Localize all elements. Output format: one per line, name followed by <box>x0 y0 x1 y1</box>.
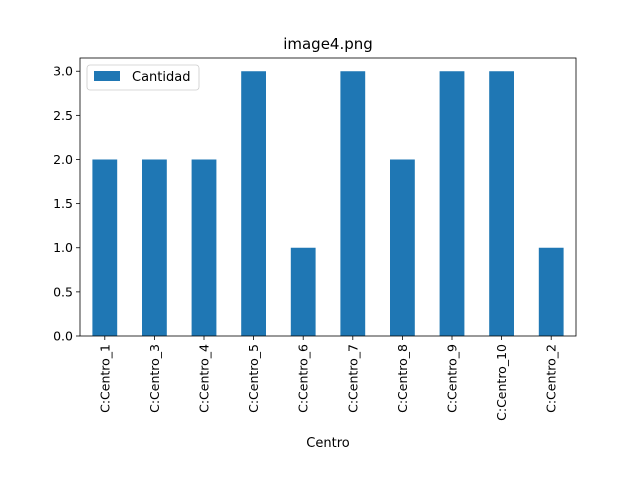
x-axis: C:Centro_1 C:Centro_3 C:Centro_4 C:Centro_5… <box>97 336 559 421</box>
bar-C:Centro_3 <box>142 159 167 336</box>
x-tick-label: C:Centro_5 <box>246 344 261 413</box>
x-tick-label: C:Centro_3 <box>147 344 162 413</box>
x-tick-label: C:Centro_4 <box>197 344 212 413</box>
x-tick-label: C:Centro_8 <box>395 344 410 413</box>
x-tick-label: C:Centro_9 <box>445 344 460 413</box>
bar-C:Centro_8 <box>390 159 415 336</box>
y-tick-label: 1.5 <box>53 196 73 211</box>
y-tick-label: 2.5 <box>53 108 73 123</box>
chart-title: image4.png <box>283 35 373 53</box>
plot-frame <box>79 57 577 337</box>
bar-C:Centro_7 <box>340 71 366 336</box>
x-tick-label: C:Centro_2 <box>544 344 559 413</box>
x-tick-label: C:Centro_10 <box>494 344 509 421</box>
y-tick-label: 3.0 <box>53 64 73 79</box>
x-axis-label: Centro <box>306 436 349 451</box>
bars-layer <box>92 71 564 336</box>
bar-C:Centro_5 <box>241 71 266 336</box>
y-tick-label: 2.0 <box>53 152 73 167</box>
bar-C:Centro_9 <box>439 71 465 336</box>
y-tick-label: 0.5 <box>53 284 73 299</box>
legend: Cantidad <box>86 64 200 91</box>
y-axis: 0.0 0.5 1.0 1.5 2.0 2.5 3.0 <box>53 64 80 344</box>
x-tick-label: C:Centro_1 <box>97 344 112 413</box>
legend-swatch <box>94 71 120 81</box>
y-tick-label: 0.0 <box>53 329 73 344</box>
bar-C:Centro_1 <box>92 159 118 336</box>
legend-label: Cantidad <box>132 70 190 85</box>
bar-C:Centro_10 <box>489 71 514 336</box>
x-tick-label: C:Centro_6 <box>296 344 311 413</box>
bar-C:Centro_6 <box>290 247 316 336</box>
bar-C:Centro_2 <box>538 247 564 336</box>
bar-C:Centro_4 <box>191 159 217 336</box>
x-tick-label: C:Centro_7 <box>345 344 360 413</box>
y-tick-label: 1.0 <box>53 240 73 255</box>
